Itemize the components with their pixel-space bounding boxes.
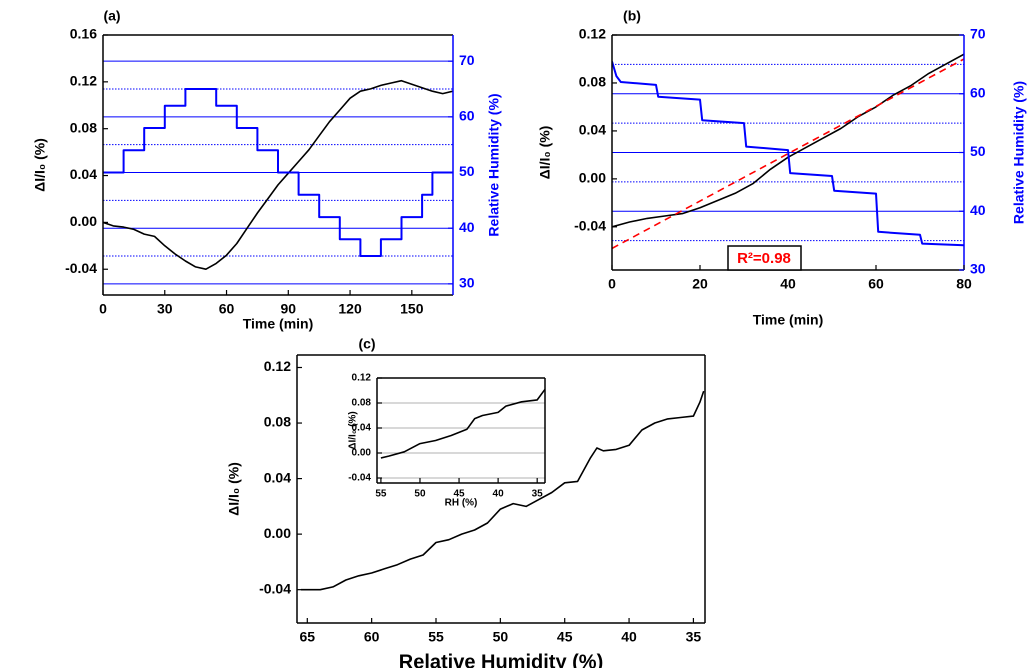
x-axis-title: RH (%) <box>445 498 478 509</box>
y-tick-label: 0.04 <box>264 469 291 485</box>
y-tick-label: 0.12 <box>70 73 97 89</box>
x-tick-label: 55 <box>375 489 387 500</box>
annotation-box <box>727 245 802 271</box>
x-tick-label: 65 <box>300 628 316 644</box>
y2-tick-label: 40 <box>970 202 986 218</box>
y-tick-label: 0.04 <box>579 122 606 138</box>
y2-tick-label: 70 <box>970 26 986 42</box>
fit-line <box>612 58 964 250</box>
y-tick-label: 0.00 <box>352 448 372 459</box>
y2-tick-label: 50 <box>970 143 986 159</box>
y2-tick-label: 60 <box>970 84 986 100</box>
x-tick-label: 60 <box>868 275 884 291</box>
y-tick-label: 0.04 <box>352 423 372 434</box>
y-tick-label: 0.00 <box>70 213 97 229</box>
x-tick-label: 0 <box>608 275 616 291</box>
x-tick-label: 35 <box>532 489 544 500</box>
y-tick-label: 0.00 <box>264 525 291 541</box>
x-tick-label: 20 <box>692 275 708 291</box>
x-tick-label: 35 <box>686 628 702 644</box>
panel-label: (a) <box>103 8 120 24</box>
y-tick-label: 0.08 <box>579 74 606 90</box>
x-tick-label: 45 <box>557 628 573 644</box>
panel-label: (c) <box>358 336 375 352</box>
x-tick-label: 120 <box>338 300 362 316</box>
x-tick-label: 150 <box>400 300 424 316</box>
x-tick-label: 40 <box>493 489 505 500</box>
annotation: R²=0.98 <box>737 250 791 267</box>
y-tick-label: -0.04 <box>259 580 291 596</box>
y-tick-label: 0.08 <box>352 398 372 409</box>
x-tick-label: 50 <box>414 489 426 500</box>
y-tick-label: -0.04 <box>65 260 97 276</box>
y-tick-label: 0.16 <box>70 26 97 42</box>
signal-line <box>103 79 453 270</box>
y2-tick-label: 70 <box>459 52 475 68</box>
x-tick-label: 30 <box>157 300 173 316</box>
y2-tick-label: 50 <box>459 163 475 179</box>
y2-tick-label: 60 <box>459 108 475 124</box>
y2-tick-label: 30 <box>970 261 986 277</box>
rh-line <box>612 61 964 247</box>
x-tick-label: 80 <box>956 275 972 291</box>
x-tick-label: 50 <box>493 628 509 644</box>
y2-tick-label: 40 <box>459 219 475 235</box>
y2-axis-title: Relative Humidity (%) <box>1011 81 1027 224</box>
x-axis-title: Time (min) <box>243 316 314 332</box>
x-axis-title: Time (min) <box>753 312 824 328</box>
x-tick-label: 0 <box>99 300 107 316</box>
x-tick-label: 60 <box>364 628 380 644</box>
signal-line <box>380 388 545 459</box>
signal-line <box>300 390 705 591</box>
y2-axis-title: Relative Humidity (%) <box>486 93 502 236</box>
x-tick-label: 60 <box>219 300 235 316</box>
y-tick-label: 0.08 <box>264 414 291 430</box>
plot-area <box>377 378 545 483</box>
rh-line <box>103 88 453 257</box>
panel-label: (b) <box>623 8 641 24</box>
x-tick-label: 40 <box>780 275 796 291</box>
y-tick-label: 0.08 <box>70 119 97 135</box>
y-tick-label: 0.12 <box>579 26 606 42</box>
y-tick-label: 0.00 <box>579 170 606 186</box>
y-tick-label: 0.04 <box>70 166 97 182</box>
y-tick-label: 0.12 <box>352 373 372 384</box>
y-axis-title: ΔI/I₀ (%) <box>537 126 553 180</box>
x-tick-label: 55 <box>428 628 444 644</box>
y-axis-title: ΔI/I₀ (%) <box>348 411 359 449</box>
y-tick-label: 0.12 <box>264 358 291 374</box>
x-tick-label: 45 <box>453 489 465 500</box>
x-axis-title: Relative Humidity (%) <box>399 651 603 668</box>
y-axis-title: ΔI/I₀ (%) <box>226 462 242 516</box>
x-tick-label: 90 <box>281 300 297 316</box>
x-tick-label: 40 <box>621 628 637 644</box>
y-tick-label: -0.04 <box>348 473 371 484</box>
y2-tick-label: 30 <box>459 275 475 291</box>
y-tick-label: -0.04 <box>574 218 606 234</box>
y-axis-title: ΔI/I₀ (%) <box>32 138 48 192</box>
